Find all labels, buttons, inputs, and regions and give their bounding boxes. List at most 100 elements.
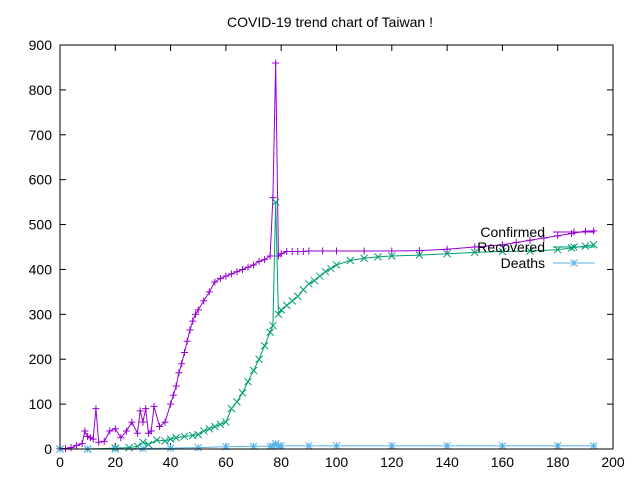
data-point — [78, 440, 86, 448]
data-point — [156, 423, 164, 431]
data-point — [498, 247, 507, 256]
data-point — [244, 377, 252, 386]
series-layer — [56, 59, 598, 453]
data-point — [304, 279, 313, 288]
plot-frame — [59, 44, 614, 450]
data-point — [387, 442, 396, 450]
data-point — [316, 272, 324, 281]
legend-swatch-marker — [570, 243, 578, 251]
data-point — [590, 227, 598, 235]
data-point — [471, 243, 479, 251]
data-point — [238, 265, 246, 273]
data-point — [319, 247, 327, 255]
data-point — [304, 442, 313, 450]
data-point — [111, 425, 119, 433]
data-point — [186, 326, 194, 334]
data-point — [387, 252, 396, 260]
data-point — [374, 253, 382, 261]
x-tick-label: 200 — [601, 454, 625, 470]
data-point — [310, 276, 319, 285]
data-point — [183, 337, 191, 345]
data-point — [271, 198, 280, 206]
data-point — [95, 438, 103, 446]
data-point — [147, 427, 155, 435]
data-point — [172, 433, 180, 442]
data-point — [567, 244, 576, 252]
data-point — [200, 297, 208, 305]
series-confirmed — [56, 59, 598, 453]
y-tick-label: 200 — [29, 351, 53, 367]
data-point — [526, 236, 534, 244]
data-point — [152, 436, 161, 444]
data-point — [117, 434, 125, 442]
data-point — [189, 317, 197, 325]
data-point — [125, 443, 133, 452]
data-point — [81, 427, 89, 435]
y-tick-label: 800 — [29, 82, 53, 98]
axis-ticks: 0 100 200 300 400 500 600 700 800 900 0 20 40 60 80 100… — [29, 37, 625, 470]
data-point — [194, 306, 202, 314]
data-point — [222, 272, 230, 280]
data-point — [589, 442, 598, 450]
y-tick-label: 500 — [29, 217, 53, 233]
x-tick-label: 100 — [325, 454, 349, 470]
data-point — [167, 400, 175, 408]
data-point — [150, 402, 158, 410]
data-point — [106, 427, 114, 435]
data-point — [327, 264, 335, 273]
x-tick-label: 120 — [380, 454, 404, 470]
data-point — [498, 241, 506, 249]
data-point — [266, 252, 274, 260]
data-point — [133, 429, 141, 437]
data-point — [199, 427, 208, 435]
data-point — [255, 257, 263, 265]
data-point — [161, 418, 169, 426]
data-point — [233, 268, 241, 276]
data-point — [227, 270, 235, 278]
y-tick-label: 900 — [29, 37, 53, 53]
data-point — [238, 389, 247, 397]
data-point — [180, 348, 188, 356]
data-point — [166, 435, 175, 443]
data-point — [581, 242, 590, 250]
legend-label: Recovered — [477, 239, 545, 255]
chart-title: COVID-19 trend chart of Taiwan ! — [227, 14, 433, 30]
data-point — [332, 261, 341, 269]
data-point — [222, 442, 230, 451]
legend-label: Deaths — [501, 255, 545, 271]
data-point — [540, 234, 548, 242]
legend-label: Confirmed — [480, 224, 545, 240]
data-point — [388, 247, 396, 255]
data-point — [144, 440, 153, 449]
data-point — [415, 247, 423, 255]
data-point — [526, 247, 534, 255]
data-point — [277, 442, 286, 450]
data-point — [211, 278, 219, 286]
data-point — [166, 444, 175, 452]
data-point — [205, 288, 213, 296]
data-point — [169, 391, 177, 399]
data-point — [100, 437, 108, 445]
data-point — [227, 404, 236, 413]
data-point — [269, 194, 277, 202]
data-point — [222, 418, 230, 426]
data-point — [233, 398, 241, 406]
data-point — [333, 247, 340, 255]
data-point — [89, 435, 97, 443]
y-tick-label: 600 — [29, 172, 53, 188]
data-point — [443, 249, 451, 258]
x-tick-label: 160 — [491, 454, 515, 470]
data-point — [172, 382, 180, 390]
y-tick-label: 100 — [29, 396, 53, 412]
data-point — [512, 239, 520, 247]
data-point — [321, 267, 330, 276]
data-point — [128, 418, 136, 426]
data-point — [180, 432, 189, 441]
data-point — [92, 405, 100, 413]
x-tick-label: 180 — [546, 454, 570, 470]
data-point — [216, 274, 224, 282]
data-point — [255, 355, 263, 364]
y-tick-label: 700 — [29, 127, 53, 143]
